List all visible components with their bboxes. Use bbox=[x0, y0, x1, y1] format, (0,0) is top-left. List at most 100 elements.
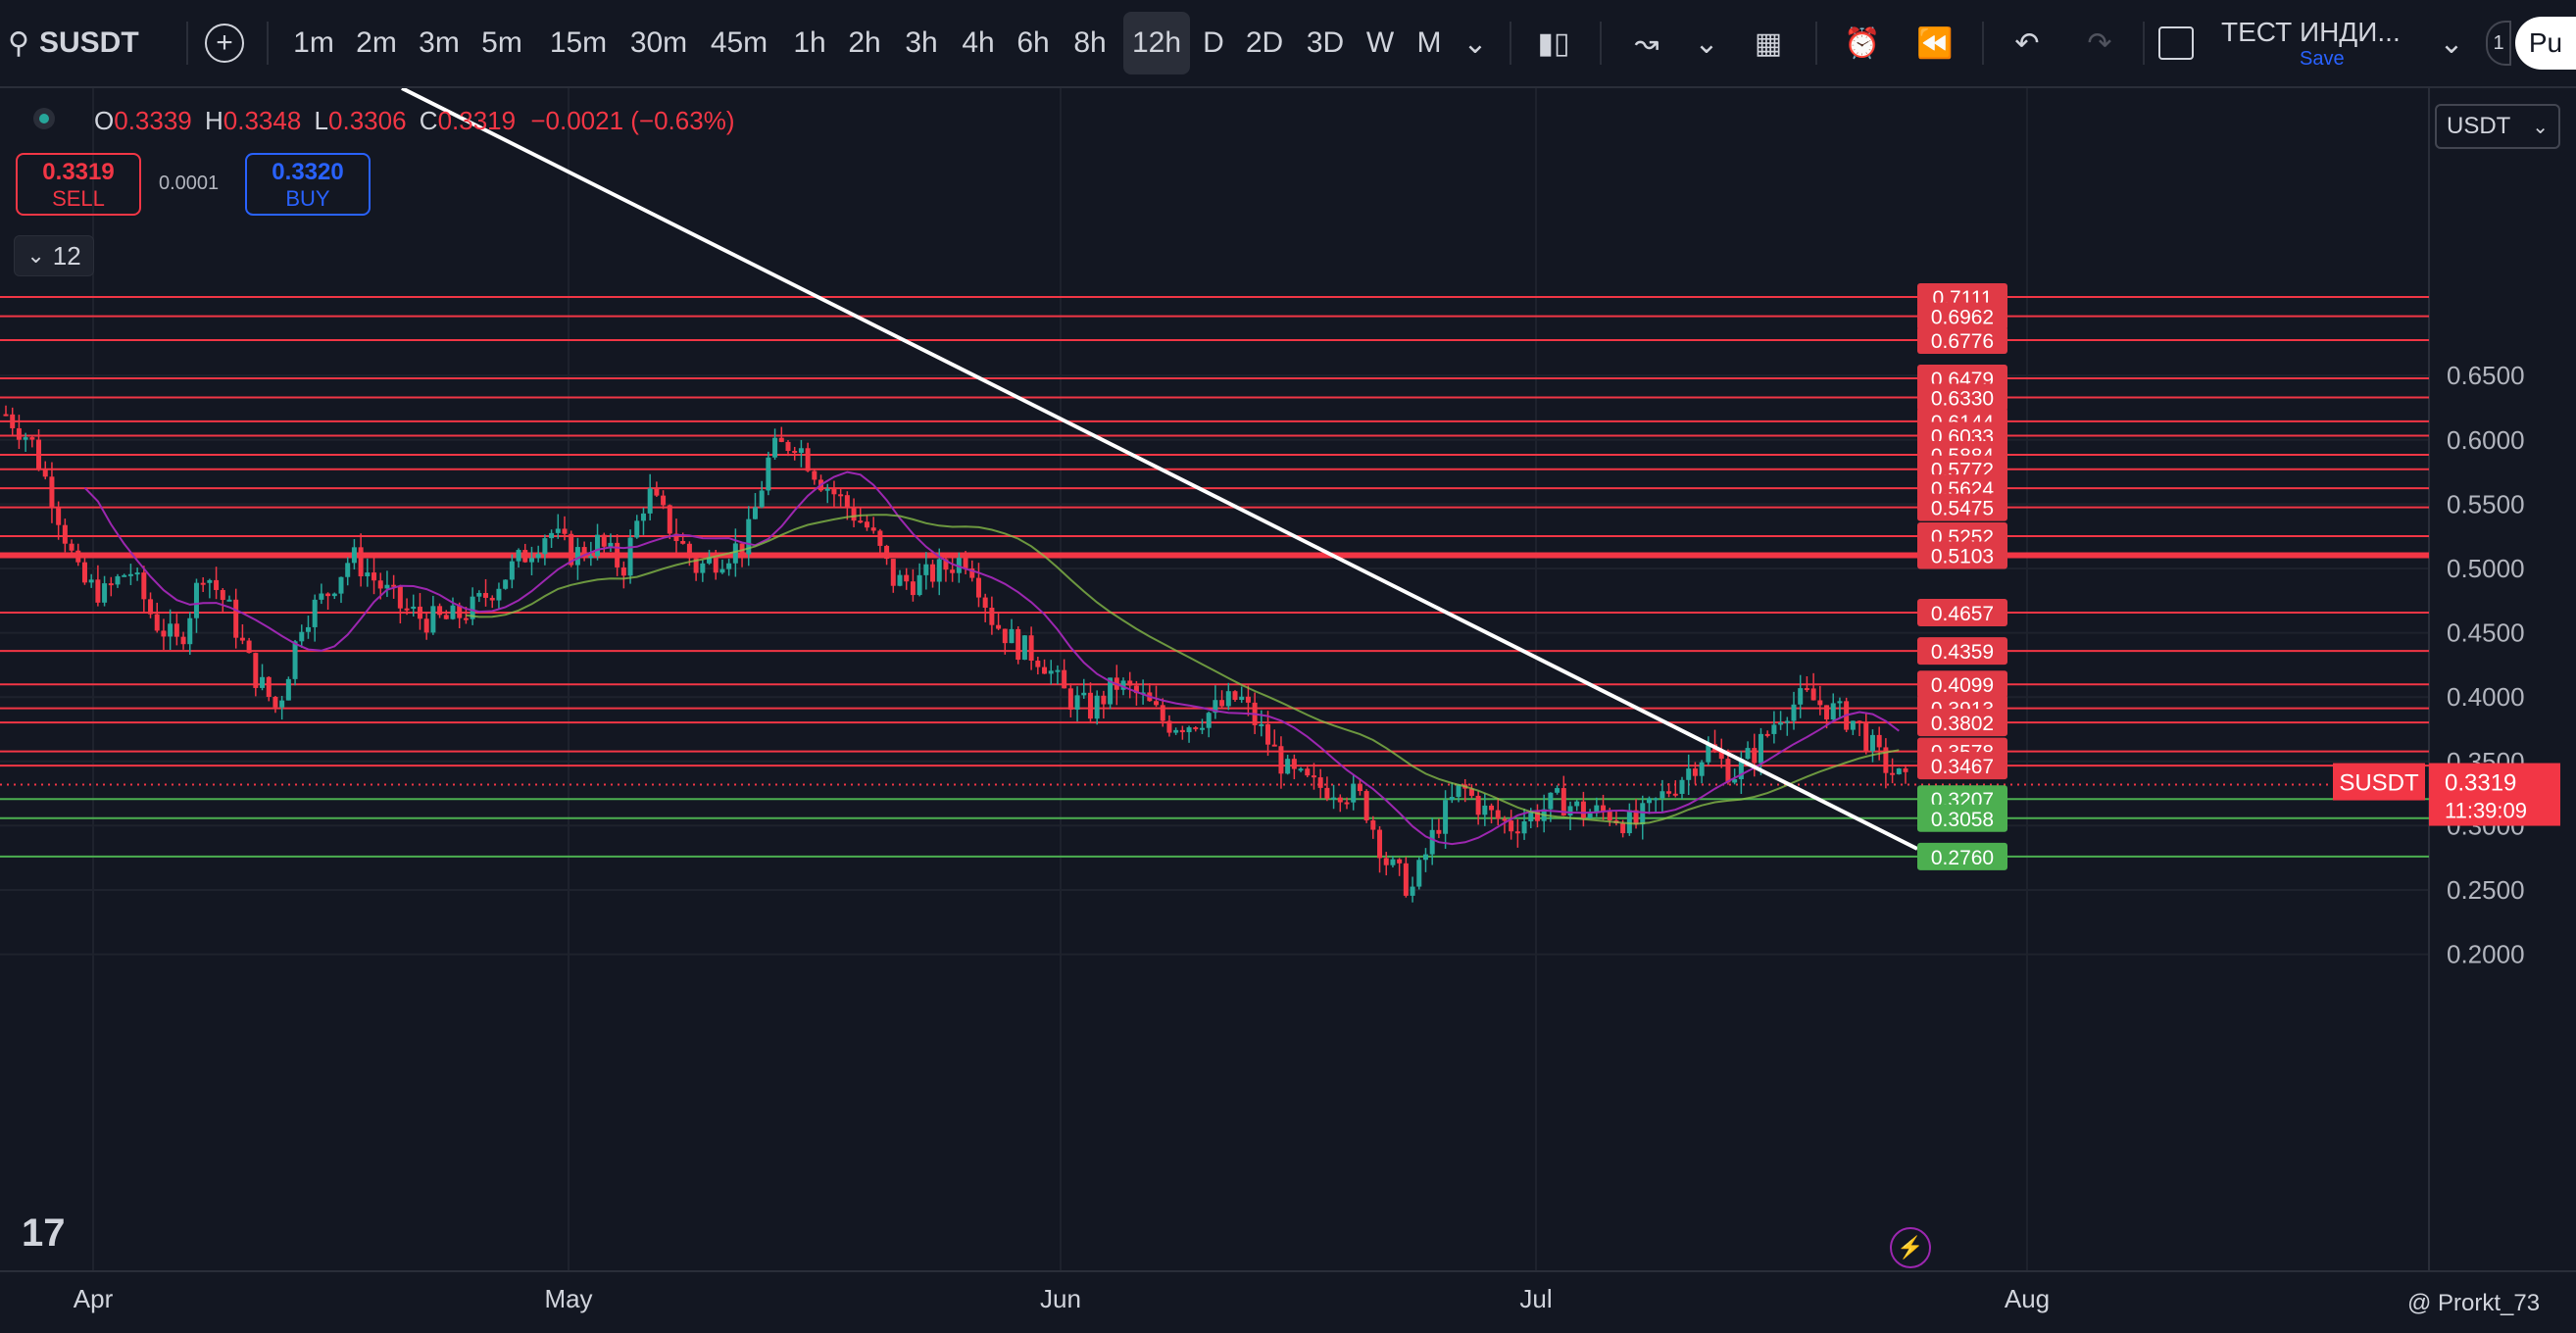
candle-body bbox=[608, 542, 614, 547]
candle-body bbox=[1390, 859, 1396, 865]
templates-button[interactable]: ▦ bbox=[1741, 0, 1796, 86]
interval-2h[interactable]: 2h bbox=[848, 26, 881, 59]
layout-toggle[interactable] bbox=[2153, 0, 2200, 86]
candle-body bbox=[29, 437, 35, 440]
candle-body bbox=[1903, 768, 1908, 772]
candle-body bbox=[1560, 788, 1566, 816]
layout-name[interactable]: ТЕСТ ИНДИ... Save bbox=[2221, 0, 2417, 86]
indicators-dropdown[interactable]: ⌄ bbox=[1692, 0, 1721, 86]
candle-body bbox=[996, 624, 1002, 629]
candle-body bbox=[1686, 768, 1692, 780]
candle-body bbox=[3, 414, 9, 417]
candle-body bbox=[1344, 802, 1350, 805]
candle-body bbox=[1672, 793, 1678, 796]
interval-w[interactable]: W bbox=[1365, 26, 1395, 59]
interval-3h[interactable]: 3h bbox=[905, 26, 938, 59]
interval-5m[interactable]: 5m bbox=[481, 26, 522, 59]
candle-body bbox=[10, 414, 16, 428]
candle-body bbox=[1509, 820, 1514, 832]
candle-body bbox=[1594, 805, 1600, 814]
candle-body bbox=[1534, 812, 1540, 821]
interval-3m[interactable]: 3m bbox=[419, 26, 460, 59]
level-label: 0.3058 bbox=[1931, 809, 1994, 831]
rewind-icon: ⏪ bbox=[1916, 26, 1954, 60]
candle-body bbox=[1213, 700, 1218, 714]
candle-body bbox=[785, 441, 791, 452]
interval-15m[interactable]: 15m bbox=[549, 26, 608, 59]
candle-body bbox=[1489, 805, 1495, 811]
interval-8h[interactable]: 8h bbox=[1073, 26, 1107, 59]
candle-body bbox=[1810, 688, 1816, 701]
currency-select[interactable]: USDT ⌄ bbox=[2435, 104, 2560, 149]
redo-button[interactable]: ↷ bbox=[2072, 0, 2127, 86]
candle-body bbox=[542, 538, 548, 555]
interval-1h[interactable]: 1h bbox=[793, 26, 826, 59]
interval-dropdown[interactable]: ⌄ bbox=[1461, 0, 1490, 86]
candle-body bbox=[574, 547, 580, 566]
candle-body bbox=[1574, 801, 1580, 807]
interval-30m[interactable]: 30m bbox=[629, 26, 688, 59]
interval-4h[interactable]: 4h bbox=[962, 26, 995, 59]
symbol-search[interactable]: ⚲ SUSDT bbox=[8, 0, 174, 86]
indicators-button[interactable]: ↝ bbox=[1619, 0, 1674, 86]
candle-body bbox=[1179, 729, 1185, 733]
symbol-name: SUSDT bbox=[38, 26, 139, 59]
candle-body bbox=[1528, 812, 1534, 822]
candle-body bbox=[1305, 768, 1311, 776]
candle-body bbox=[1377, 829, 1383, 859]
interval-2d[interactable]: 2D bbox=[1245, 26, 1284, 59]
alert-button[interactable]: ⏰ bbox=[1835, 0, 1890, 86]
interval-1m[interactable]: 1m bbox=[293, 26, 334, 59]
candle-body bbox=[1468, 788, 1474, 796]
candle-body bbox=[1422, 854, 1428, 861]
candle-body bbox=[292, 641, 298, 679]
layout-dropdown[interactable]: ⌄ bbox=[2437, 0, 2466, 86]
undo-button[interactable]: ↶ bbox=[2000, 0, 2055, 86]
sell-button[interactable]: 0.3319 SELL bbox=[16, 153, 141, 216]
candle-body bbox=[812, 470, 817, 480]
price-chart[interactable]: 0.71110.69620.67760.64790.63300.61440.60… bbox=[0, 88, 2576, 1333]
candle-body bbox=[450, 605, 456, 619]
candle-body bbox=[1830, 703, 1836, 720]
undo-icon: ↶ bbox=[2014, 26, 2040, 60]
candle-body bbox=[1443, 800, 1449, 834]
candle-body bbox=[1587, 813, 1593, 818]
level-label: 0.6776 bbox=[1931, 330, 1994, 353]
candle-body bbox=[1383, 858, 1389, 865]
replay-button[interactable]: ⏪ bbox=[1907, 0, 1962, 86]
buy-button[interactable]: 0.3320 BUY bbox=[245, 153, 371, 216]
chevron-down-icon: ⌄ bbox=[1694, 26, 1719, 60]
lightning-icon[interactable]: ⚡ bbox=[1890, 1227, 1931, 1268]
candle-body bbox=[1601, 805, 1607, 813]
candle-body bbox=[1232, 691, 1238, 701]
candle-body bbox=[581, 547, 587, 557]
candle-body bbox=[1363, 791, 1369, 821]
level-label-bg bbox=[1917, 637, 2007, 666]
chevron-down-icon: ⌄ bbox=[1462, 26, 1488, 60]
interval-d[interactable]: D bbox=[1203, 26, 1224, 59]
candle-body bbox=[253, 653, 259, 688]
candle-body bbox=[1298, 768, 1304, 771]
save-label[interactable]: Save bbox=[2300, 47, 2345, 70]
candle-body bbox=[1199, 727, 1205, 730]
counter-badge[interactable]: 1 bbox=[2486, 0, 2511, 86]
add-symbol-button[interactable]: + bbox=[200, 0, 249, 86]
publish-button[interactable]: Pu bbox=[2515, 0, 2576, 86]
indicators-collapse-button[interactable]: ⌄ 12 bbox=[14, 235, 94, 276]
candle-body bbox=[56, 508, 62, 525]
interval-m[interactable]: M bbox=[1416, 26, 1442, 59]
candle-type-button[interactable]: ▮▯ bbox=[1529, 0, 1578, 86]
candle-body bbox=[1410, 886, 1415, 896]
chevron-down-icon: ⌄ bbox=[26, 243, 45, 268]
interval-6h[interactable]: 6h bbox=[1016, 26, 1050, 59]
time-tick: Jun bbox=[1040, 1284, 1081, 1313]
candle-body bbox=[81, 562, 87, 583]
interval-45m[interactable]: 45m bbox=[710, 26, 768, 59]
status-dot-inner bbox=[39, 114, 49, 123]
interval-3d[interactable]: 3D bbox=[1306, 26, 1345, 59]
level-label-bg bbox=[1917, 599, 2007, 627]
candle-body bbox=[279, 700, 285, 708]
interval-2m[interactable]: 2m bbox=[356, 26, 397, 59]
interval-12h[interactable]: 12h bbox=[1123, 12, 1190, 74]
candle-body bbox=[246, 640, 252, 654]
